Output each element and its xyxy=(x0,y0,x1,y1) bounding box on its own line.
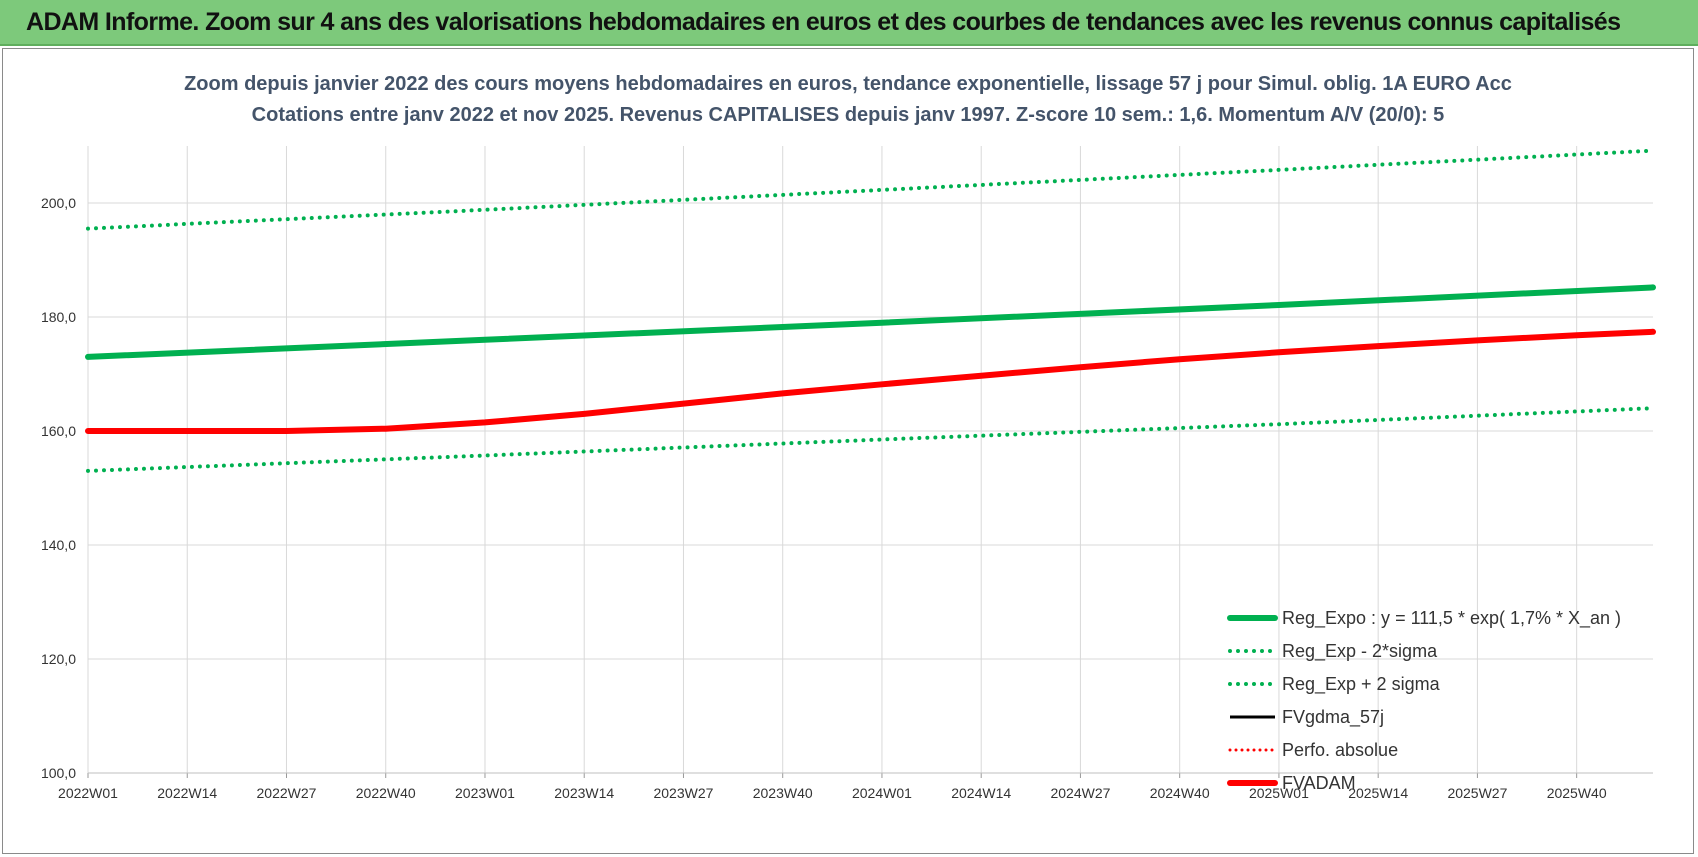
x-tick-label: 2023W27 xyxy=(653,785,713,801)
title-background xyxy=(203,65,1493,129)
legend-label: Perfo. absolue xyxy=(1282,740,1398,760)
x-tick-label: 2024W27 xyxy=(1050,785,1110,801)
x-tick-label: 2025W27 xyxy=(1447,785,1507,801)
legend-label: Reg_Exp - 2*sigma xyxy=(1282,641,1438,662)
chart-frame: Zoom depuis janvier 2022 des cours moyen… xyxy=(2,48,1694,854)
x-tick-label: 2025W14 xyxy=(1348,785,1408,801)
y-tick-label: 140,0 xyxy=(41,537,76,553)
x-tick-label: 2023W01 xyxy=(455,785,515,801)
x-tick-label: 2024W01 xyxy=(852,785,912,801)
y-tick-label: 160,0 xyxy=(41,423,76,439)
series-line xyxy=(86,148,1655,231)
x-tick-label: 2023W40 xyxy=(753,785,813,801)
legend-label: FVADAM xyxy=(1282,773,1356,793)
report-title: ADAM Informe. Zoom sur 4 ans des valoris… xyxy=(26,8,1621,36)
x-tick-label: 2022W40 xyxy=(356,785,416,801)
x-tick-label: 2024W40 xyxy=(1150,785,1210,801)
series-lines xyxy=(85,148,1656,473)
x-tick-label: 2022W01 xyxy=(58,785,118,801)
x-tick-label: 2023W14 xyxy=(554,785,614,801)
x-tick-label: 2025W01 xyxy=(1249,785,1309,801)
report-banner: ADAM Informe. Zoom sur 4 ans des valoris… xyxy=(0,0,1698,46)
y-tick-label: 120,0 xyxy=(41,651,76,667)
legend-label: FVgdma_57j xyxy=(1282,707,1384,728)
series-line xyxy=(86,406,1655,473)
x-tick-label: 2025W40 xyxy=(1547,785,1607,801)
y-tick-label: 180,0 xyxy=(41,309,76,325)
grid xyxy=(87,146,1653,774)
series-line xyxy=(85,328,1656,434)
y-tick-label: 200,0 xyxy=(41,195,76,211)
axes: 100,0 120,0 140,0 160,0 180,0 200,0 2022W01 202… xyxy=(41,195,1653,801)
x-tick-label: 2022W27 xyxy=(257,785,317,801)
legend-label: Reg_Expo : y = 111,5 * exp( 1,7% * X_an … xyxy=(1282,608,1621,629)
legend-label: Reg_Exp + 2 sigma xyxy=(1282,674,1441,695)
series-line xyxy=(85,284,1656,360)
y-tick-label: 100,0 xyxy=(41,765,76,781)
x-tick-label: 2024W14 xyxy=(951,785,1011,801)
chart-svg: Zoom depuis janvier 2022 des cours moyen… xyxy=(41,65,1656,801)
legend: Reg_Expo : y = 111,5 * exp( 1,7% * X_an … xyxy=(1227,608,1621,793)
x-tick-label: 2022W14 xyxy=(157,785,217,801)
chart-subtitle: Cotations entre janv 2022 et nov 2025. R… xyxy=(252,104,1445,126)
chart-title: Zoom depuis janvier 2022 des cours moyen… xyxy=(184,73,1512,95)
